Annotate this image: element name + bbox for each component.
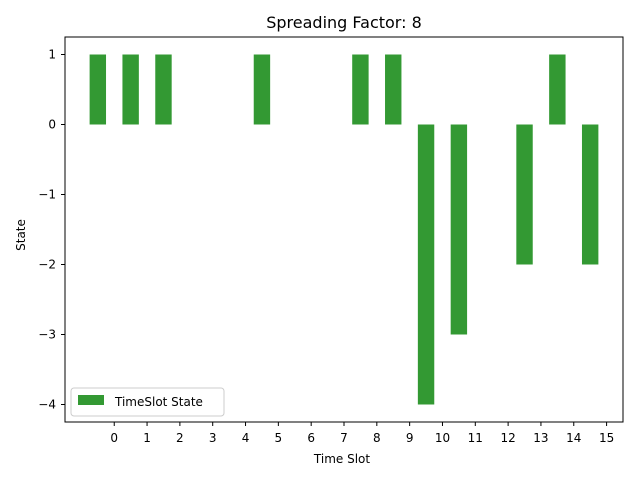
bar [385, 54, 402, 125]
x-tick-label: 14 [566, 431, 581, 445]
x-tick-label: 1 [143, 431, 151, 445]
x-tick-label: 15 [599, 431, 614, 445]
x-tick-label: 7 [340, 431, 348, 445]
x-tick-label: 13 [533, 431, 548, 445]
x-axis-label: Time Slot [313, 452, 370, 466]
x-tick-label: 8 [373, 431, 381, 445]
x-axis: 0 1 2 3 4 5 6 7 8 9 10 11 12 13 14 15 [110, 422, 614, 445]
bar [253, 54, 271, 125]
x-tick-label: 0 [110, 431, 118, 445]
x-tick-label: 11 [468, 431, 483, 445]
bar [450, 124, 468, 335]
x-tick-label: 12 [500, 431, 515, 445]
y-tick-label: −1 [38, 188, 56, 202]
y-tick-label: 0 [48, 118, 56, 132]
chart-title: Spreading Factor: 8 [266, 13, 422, 32]
bars-group [89, 54, 599, 405]
y-tick-label: −3 [38, 328, 56, 342]
legend: TimeSlot State [70, 387, 225, 417]
x-tick-label: 9 [406, 431, 414, 445]
y-tick-label: −4 [38, 398, 56, 412]
bar [581, 124, 599, 265]
y-axis-label: State [14, 219, 28, 251]
x-tick-label: 6 [307, 431, 315, 445]
bar [89, 54, 107, 125]
x-tick-label: 10 [435, 431, 450, 445]
x-tick-label: 4 [242, 431, 250, 445]
bar [155, 54, 172, 125]
bar [352, 54, 369, 125]
bar [122, 54, 139, 125]
bar [417, 124, 435, 405]
x-tick-label: 3 [209, 431, 217, 445]
legend-label: TimeSlot State [114, 395, 203, 409]
x-tick-label: 2 [176, 431, 184, 445]
y-axis: 1 0 −1 −2 −3 −4 [38, 48, 65, 412]
bar [549, 54, 566, 125]
bar [516, 124, 533, 265]
x-tick-label: 5 [275, 431, 283, 445]
y-tick-label: 1 [48, 48, 56, 62]
legend-swatch [78, 395, 104, 405]
legend-box [70, 387, 225, 417]
y-tick-label: −2 [38, 258, 56, 272]
